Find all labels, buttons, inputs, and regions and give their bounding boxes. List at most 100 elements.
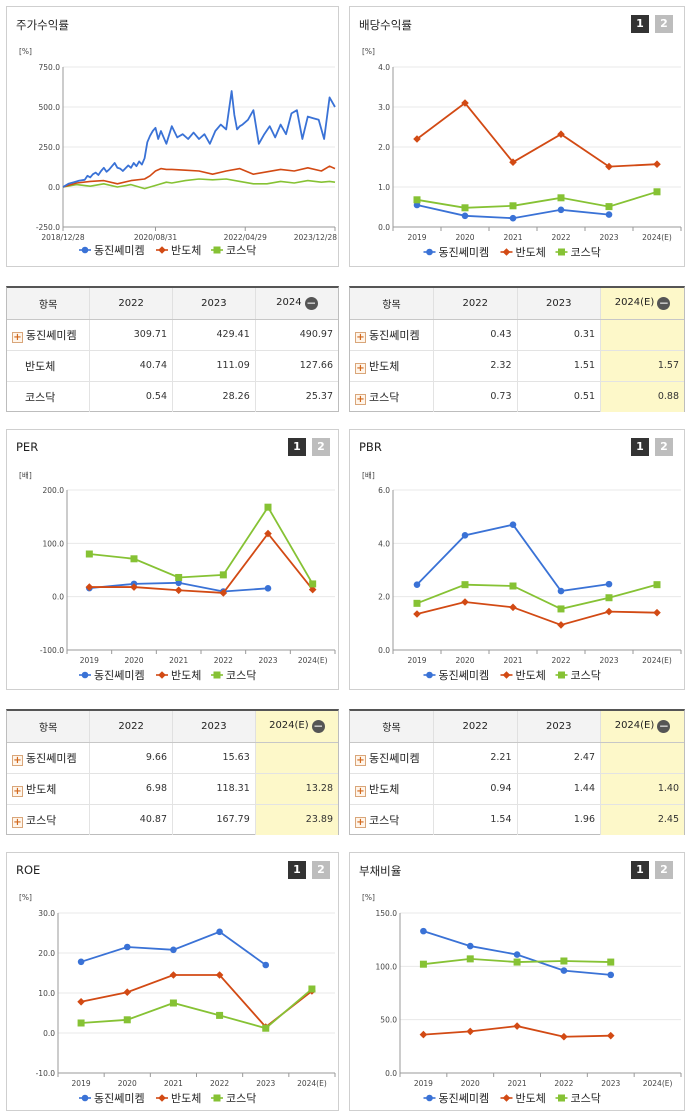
row-label: 코스닥 [369,813,400,827]
page-2-button[interactable]: 2 [312,438,330,456]
legend-item-1[interactable]: 반도체 [156,669,201,682]
row-label-cell[interactable]: + 반도체 [7,773,90,805]
y-tick-label: 0.0 [378,223,390,232]
table-cell: 15.63 [172,742,256,774]
legend-item-0[interactable]: 동진쎄미켐 [79,244,145,257]
plus-square-icon[interactable]: + [355,785,366,797]
plus-square-icon[interactable]: + [12,785,23,797]
data-point [560,967,568,974]
page-2-button[interactable]: 2 [312,861,330,879]
column-header: 2023 [516,288,601,320]
table-cell: 28.26 [172,381,256,412]
plus-square-icon[interactable]: + [355,393,366,405]
column-header-label: 2022 [462,297,488,309]
data-point [605,594,613,602]
row-label-cell[interactable]: + 동진쎄미켐 [350,742,434,774]
row-label-cell[interactable]: + 코스닥 [7,804,90,835]
plus-square-icon[interactable]: + [355,331,366,343]
row-label-cell[interactable]: + 동진쎄미켐 [7,742,90,774]
legend-marker [81,1094,89,1102]
data-point [264,503,272,511]
page-2-button[interactable]: 2 [655,861,673,879]
plus-square-icon[interactable]: + [355,362,366,374]
series-0 [420,927,615,979]
data-point [175,579,182,587]
legend-item-2[interactable]: 코스닥 [555,246,601,259]
legend-label: 반도체 [516,246,546,259]
row-label-cell[interactable]: + 반도체 [350,773,434,805]
page-2-button[interactable]: 2 [655,15,673,33]
legend-item-0[interactable]: 동진쎄미켐 [423,669,490,682]
legend-item-2[interactable]: 코스닥 [211,669,256,682]
y-tick-label: 6.0 [378,486,390,495]
column-header: 2023 [172,288,256,320]
plus-square-icon[interactable]: + [355,754,366,766]
row-label: 반도체 [26,782,57,796]
row-label-cell[interactable]: + 코스닥 [350,381,434,412]
table-row: + 코스닥 1.54 1.96 2.45 [350,804,684,835]
series-1 [413,99,661,171]
legend-item-1[interactable]: 반도체 [500,669,546,682]
legend-item-1[interactable]: 반도체 [500,1092,546,1105]
y-tick-label: -100.0 [40,646,64,655]
x-tick-label: 2022 [551,233,570,242]
data-point [509,214,517,222]
series-line [89,532,314,594]
stock-return-table: 항목 2022 2023 2024− + 동진쎄미켐 309.71 429.41 490.97 반… [6,286,339,412]
column-header: 항목 [7,711,90,743]
column-header: 2023 [172,711,256,743]
legend-item-0[interactable]: 동진쎄미켐 [79,1092,145,1105]
minus-circle-icon[interactable]: − [657,718,671,733]
legend-item-0[interactable]: 동진쎄미켐 [423,246,490,259]
plus-square-icon[interactable]: + [12,754,23,766]
data-point [607,958,615,966]
page-1-button[interactable]: 1 [288,438,306,456]
row-label-cell[interactable]: + 코스닥 [350,804,434,835]
pbr-panel: PBR 1 2 [배] 6.0 4.0 2.0 0.0 2019 2020 2021 2022… [349,429,685,690]
series-line [416,101,658,168]
table-row: + 반도체 0.94 1.44 1.40 [350,773,684,805]
row-label-cell[interactable]: + 동진쎄미켐 [7,319,90,351]
legend-item-2[interactable]: 코스닥 [555,669,601,682]
page-1-button[interactable]: 1 [288,861,306,879]
row-label-cell[interactable]: + 반도체 [350,350,434,382]
data-point [219,571,227,579]
legend-item-1[interactable]: 반도체 [156,244,201,257]
y-tick-label: -10.0 [36,1069,56,1078]
data-point [413,610,421,618]
minus-circle-icon[interactable]: − [657,295,671,310]
minus-circle-icon[interactable]: − [311,718,325,733]
plus-square-icon[interactable]: + [12,816,23,828]
dividend-yield-panel: 배당수익률 1 2 [%] 4.0 3.0 2.0 1.0 0.0 2019 2020 202… [349,6,685,267]
plus-square-icon[interactable]: + [12,331,23,343]
legend-label: 코스닥 [226,669,256,682]
table-row: 코스닥 0.54 28.26 25.37 [7,381,338,412]
series-line [416,601,658,626]
series-0 [77,928,270,969]
legend-item-1[interactable]: 반도체 [156,1092,201,1105]
legend-item-0[interactable]: 동진쎄미켐 [423,1092,490,1105]
legend-item-2[interactable]: 코스닥 [555,1092,601,1105]
plus-square-icon[interactable]: + [355,816,366,828]
series-1 [419,1022,615,1041]
legend-item-1[interactable]: 반도체 [500,246,546,259]
page-1-button[interactable]: 1 [631,438,649,456]
data-point [169,999,177,1007]
column-header: 2022 [433,711,517,743]
column-header-label: 2023 [201,720,227,732]
column-header-label: 항목 [38,722,58,734]
page-1-button[interactable]: 1 [631,861,649,879]
page-2-button[interactable]: 2 [655,438,673,456]
data-point [77,958,85,966]
row-label: 코스닥 [25,390,56,404]
row-label-cell[interactable]: + 동진쎄미켐 [350,319,434,351]
minus-circle-icon[interactable]: − [304,295,318,310]
table-cell: 1.40 [600,773,684,805]
data-point [461,204,469,212]
x-tick-label: 2019 [407,656,426,665]
legend-item-2[interactable]: 코스닥 [211,1092,256,1105]
x-tick-label: 2021 [503,233,522,242]
page-1-button[interactable]: 1 [631,15,649,33]
legend-item-0[interactable]: 동진쎄미켐 [79,669,145,682]
legend-item-2[interactable]: 코스닥 [211,244,256,257]
